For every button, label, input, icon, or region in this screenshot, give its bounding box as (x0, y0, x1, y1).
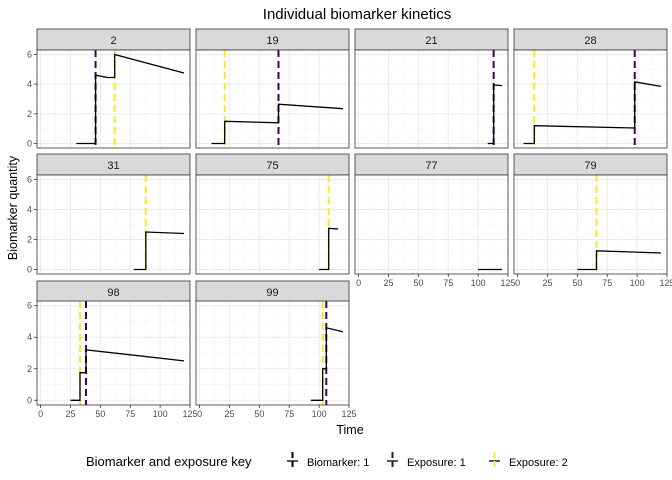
facet-strip-label: 99 (266, 287, 278, 299)
panel-border (513, 49, 668, 149)
facet-panel-98: 98 0 2 4 6 0 25 50 75 100 125 (27, 280, 198, 419)
panel-border (36, 49, 191, 149)
x-tick-label: 100 (153, 409, 168, 419)
x-tick-label: 50 (254, 409, 264, 419)
biomarker-line (76, 53, 185, 145)
x-tick-label: 125 (500, 278, 515, 288)
y-tick-label: 0 (27, 265, 32, 275)
panel-border (354, 174, 509, 275)
y-tick-label: 2 (27, 109, 32, 119)
legend-item-exposure2: Exposure: 2 (486, 452, 568, 470)
y-tick-label: 6 (27, 301, 32, 311)
x-tick-label: 25 (542, 278, 552, 288)
biomarker-line (310, 326, 344, 401)
x-tick-label: 25 (224, 409, 234, 419)
x-tick-label: 0 (38, 409, 43, 419)
facet-strip-label: 2 (110, 35, 116, 47)
x-tick-label: 0 (197, 409, 202, 419)
biomarker-line (487, 84, 503, 145)
x-tick-label: 125 (182, 409, 197, 419)
facet-strip-label: 75 (266, 160, 278, 172)
y-tick-label: 2 (27, 364, 32, 374)
panel-border (354, 49, 509, 149)
facet-panel-75: 75 (195, 153, 350, 275)
facet-strip-label: 31 (107, 160, 119, 172)
panel-border (36, 300, 191, 406)
x-tick-label: 50 (413, 278, 423, 288)
x-tick-label: 25 (383, 278, 393, 288)
legend-item-biomarker: Biomarker: 1 (284, 452, 369, 470)
legend-label: Exposure: 1 (407, 457, 466, 469)
x-tick-label: 50 (572, 278, 582, 288)
panel-border (195, 300, 350, 406)
y-axis-title: Biomarker quantity (6, 155, 20, 260)
y-tick-label: 6 (27, 175, 32, 185)
x-tick-label: 50 (95, 409, 105, 419)
facet-panel-31: 31 0 2 4 6 (27, 153, 191, 275)
legend: Biomarker and exposure key Biomarker: 1 E… (86, 452, 568, 470)
legend-title: Biomarker and exposure key (86, 454, 252, 469)
x-tick-label: 0 (515, 278, 520, 288)
facet-strip-label: 19 (266, 35, 278, 47)
biomarker-line (577, 250, 662, 271)
panel-border (195, 49, 350, 149)
biomarker-line (70, 349, 185, 401)
x-tick-label: 25 (65, 409, 75, 419)
y-tick-label: 4 (27, 332, 32, 342)
x-tick-label: 125 (341, 409, 356, 419)
x-tick-label: 75 (125, 409, 135, 419)
facet-panel-2: 2 0 2 4 6 (27, 28, 191, 149)
facet-strip-label: 28 (584, 35, 596, 47)
panel-border (36, 174, 191, 275)
x-tick-label: 125 (659, 278, 672, 288)
biomarker-line (211, 103, 344, 145)
biomarker-line (319, 227, 339, 271)
y-tick-label: 4 (27, 205, 32, 215)
biomarker-line (133, 231, 185, 271)
facet-strip-label: 98 (107, 287, 119, 299)
facet-strip-label: 21 (425, 35, 437, 47)
facet-panel-99: 99 0 25 50 75 100 125 (195, 280, 357, 419)
y-tick-label: 6 (27, 49, 32, 59)
x-axis-title: Time (336, 423, 363, 437)
y-tick-label: 0 (27, 395, 32, 405)
y-tick-label: 4 (27, 79, 32, 89)
facet-strip-label: 79 (584, 160, 596, 172)
biomarker-line (523, 81, 662, 145)
x-tick-label: 100 (471, 278, 486, 288)
legend-label: Biomarker: 1 (307, 457, 369, 469)
x-tick-label: 100 (630, 278, 645, 288)
facet-panel-19: 19 (195, 28, 350, 149)
x-tick-label: 0 (356, 278, 361, 288)
facet-panel-28: 28 (513, 28, 668, 149)
legend-item-exposure1: Exposure: 1 (384, 452, 466, 470)
facet-panel-79: 79 0 25 50 75 100 125 (513, 153, 672, 288)
x-tick-label: 100 (312, 409, 327, 419)
panel-border (513, 174, 668, 275)
y-tick-label: 0 (27, 139, 32, 149)
y-tick-label: 2 (27, 235, 32, 245)
facet-panel-21: 21 (354, 28, 509, 149)
facet-panels: 2 0 2 4 6 19 21 28 31 0 2 4 6 75 77 0 25 50 75 100 125 79 0 25 5… (27, 28, 672, 419)
facet-strip-label: 77 (425, 160, 437, 172)
x-tick-label: 75 (284, 409, 294, 419)
x-tick-label: 75 (443, 278, 453, 288)
x-tick-label: 75 (602, 278, 612, 288)
legend-label: Exposure: 2 (509, 457, 568, 469)
chart-title: Individual biomarker kinetics (263, 6, 451, 23)
facet-panel-77: 77 0 25 50 75 100 125 (354, 153, 516, 288)
panel-border (195, 174, 350, 275)
